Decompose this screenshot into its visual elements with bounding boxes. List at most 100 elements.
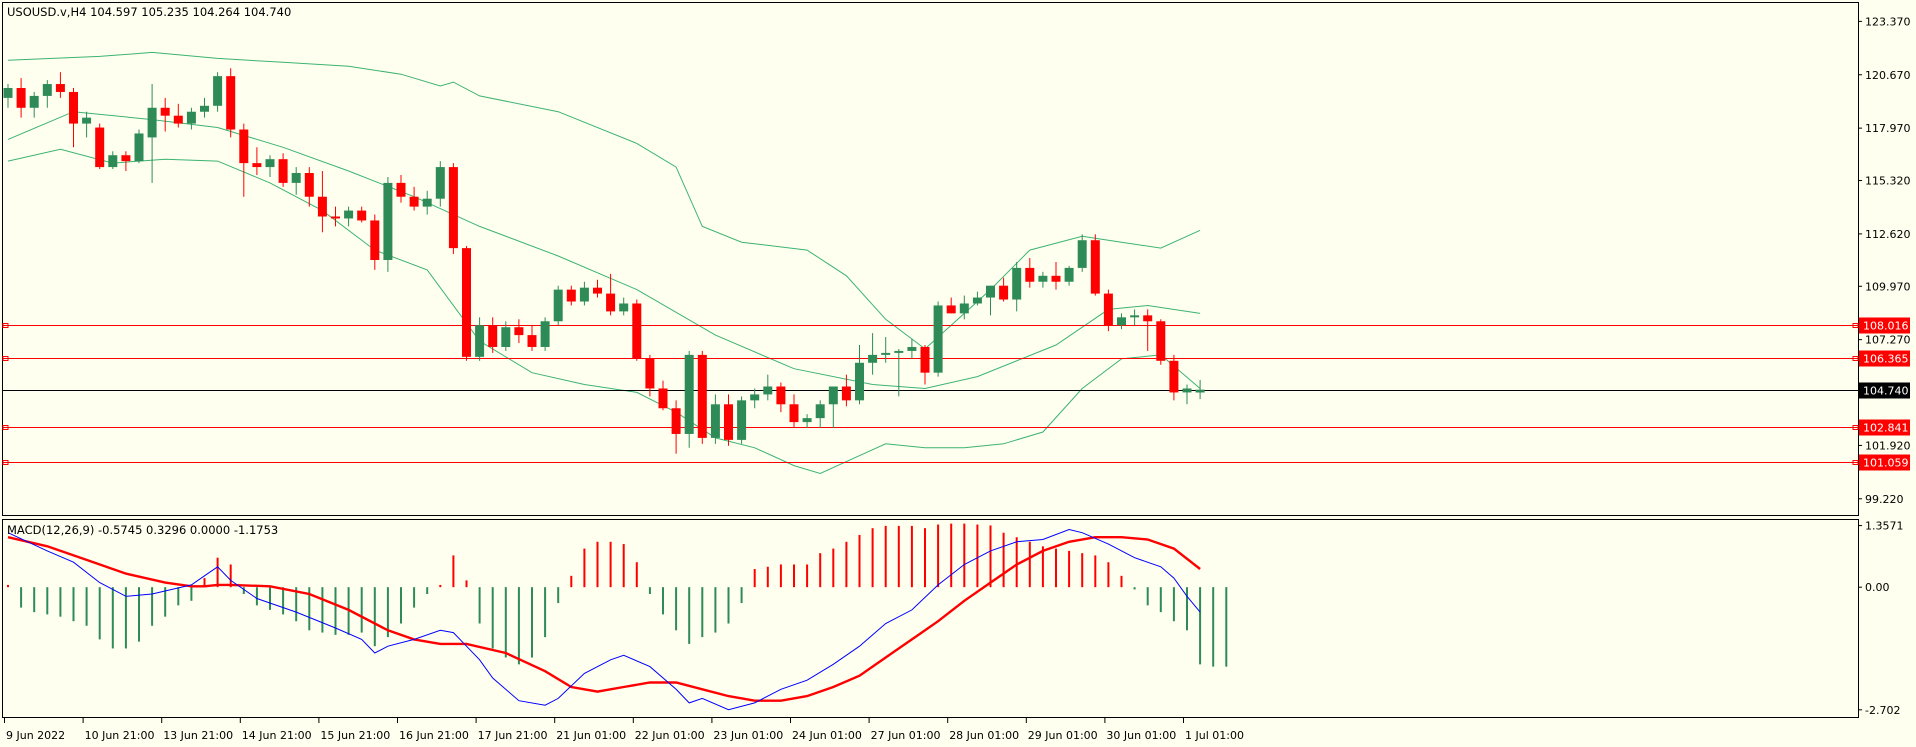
candle-body[interactable]: [448, 167, 458, 249]
candle-body[interactable]: [710, 404, 720, 438]
candle-body[interactable]: [802, 418, 812, 423]
candle-body[interactable]: [776, 386, 786, 405]
candle-body[interactable]: [121, 155, 131, 162]
candle-body[interactable]: [134, 133, 144, 162]
candle-body[interactable]: [658, 388, 668, 409]
candle-body[interactable]: [160, 107, 170, 116]
candle-body[interactable]: [383, 182, 393, 260]
candle-body[interactable]: [16, 88, 26, 108]
candle-body[interactable]: [1156, 321, 1166, 361]
candle-body[interactable]: [737, 400, 747, 440]
candle-body[interactable]: [946, 305, 956, 314]
candle-body[interactable]: [579, 287, 589, 302]
candle-body[interactable]: [999, 285, 1009, 300]
candle-body[interactable]: [527, 335, 537, 347]
candle-body[interactable]: [540, 321, 550, 347]
candle-body[interactable]: [344, 210, 354, 219]
price-lines: [2, 323, 1859, 465]
candle-body[interactable]: [815, 404, 825, 419]
candle-body[interactable]: [1012, 267, 1022, 300]
candle-body[interactable]: [1077, 240, 1087, 268]
candle-body[interactable]: [1064, 267, 1074, 282]
time-tick-label: 10 Jun 21:00: [85, 729, 155, 742]
candle-body[interactable]: [435, 167, 445, 199]
candle-body[interactable]: [671, 408, 681, 434]
candle-body[interactable]: [684, 354, 694, 434]
candle-body[interactable]: [606, 293, 616, 312]
candle-body[interactable]: [409, 196, 419, 207]
candle-body[interactable]: [1038, 275, 1048, 282]
candle-body[interactable]: [213, 76, 223, 106]
candle-body[interactable]: [619, 303, 629, 312]
candle-body[interactable]: [278, 159, 288, 183]
candle-body[interactable]: [42, 84, 52, 96]
candle-body[interactable]: [422, 198, 432, 207]
candle-body[interactable]: [357, 210, 367, 221]
candle-body[interactable]: [920, 346, 930, 373]
candles[interactable]: [3, 68, 1205, 454]
candle-body[interactable]: [1103, 293, 1113, 326]
candle-body[interactable]: [200, 105, 209, 112]
candle-body[interactable]: [1051, 275, 1061, 282]
candle-body[interactable]: [868, 354, 878, 363]
candle-body[interactable]: [462, 248, 471, 357]
candle-body[interactable]: [501, 327, 511, 347]
candle-body[interactable]: [173, 115, 183, 124]
candle-body[interactable]: [881, 352, 891, 355]
candle-body[interactable]: [750, 394, 760, 401]
candle-body[interactable]: [632, 303, 642, 359]
candle-body[interactable]: [1169, 360, 1179, 393]
candle-body[interactable]: [304, 173, 314, 197]
candle-body[interactable]: [645, 358, 655, 389]
candle-body[interactable]: [252, 163, 262, 168]
candle-body[interactable]: [959, 303, 969, 314]
candle-body[interactable]: [475, 325, 485, 357]
candle-body[interactable]: [331, 216, 340, 219]
candle-body[interactable]: [593, 287, 602, 294]
candle-body[interactable]: [828, 386, 838, 405]
candle-body[interactable]: [724, 404, 733, 440]
candle-body[interactable]: [29, 95, 39, 108]
candle-body[interactable]: [1090, 240, 1100, 294]
candle-body[interactable]: [566, 289, 576, 302]
candle-body[interactable]: [1025, 267, 1035, 282]
candle-body[interactable]: [55, 84, 65, 92]
candle-body[interactable]: [697, 354, 707, 438]
candle-body[interactable]: [789, 404, 799, 423]
candle-body[interactable]: [1117, 317, 1126, 326]
candle-body[interactable]: [396, 182, 406, 197]
candle-body[interactable]: [186, 111, 196, 124]
candle-body[interactable]: [226, 76, 236, 130]
candle-body[interactable]: [986, 285, 995, 298]
candle-body[interactable]: [1130, 315, 1140, 318]
candle-body[interactable]: [147, 107, 157, 138]
candle-body[interactable]: [69, 91, 78, 124]
candle-body[interactable]: [1182, 388, 1192, 393]
candle-body[interactable]: [1195, 389, 1205, 393]
candle-body[interactable]: [933, 305, 943, 373]
candle-body[interactable]: [972, 297, 982, 304]
time-tick-label: 24 Jun 01:00: [792, 729, 862, 742]
candle-body[interactable]: [855, 362, 864, 401]
candle-body[interactable]: [82, 117, 92, 124]
candle-body[interactable]: [239, 129, 249, 164]
candle-body[interactable]: [317, 196, 327, 217]
candle-body[interactable]: [265, 159, 275, 168]
candle-body[interactable]: [291, 173, 301, 183]
candle-body[interactable]: [553, 289, 563, 322]
price-tag-bg: [1859, 419, 1910, 436]
price-line-anchor: [1852, 460, 1859, 465]
candle-body[interactable]: [894, 350, 904, 353]
candle-body[interactable]: [370, 220, 380, 260]
candle-body[interactable]: [488, 325, 498, 347]
candle-body[interactable]: [907, 346, 917, 351]
price-tick-label: 99.220: [1865, 493, 1904, 506]
candle-body[interactable]: [763, 386, 773, 395]
candle-body[interactable]: [841, 386, 851, 401]
candle-body[interactable]: [3, 88, 13, 98]
candle-body[interactable]: [108, 155, 118, 168]
candle-body[interactable]: [95, 127, 105, 168]
candle-body[interactable]: [514, 327, 524, 336]
candle-body[interactable]: [1143, 315, 1153, 322]
